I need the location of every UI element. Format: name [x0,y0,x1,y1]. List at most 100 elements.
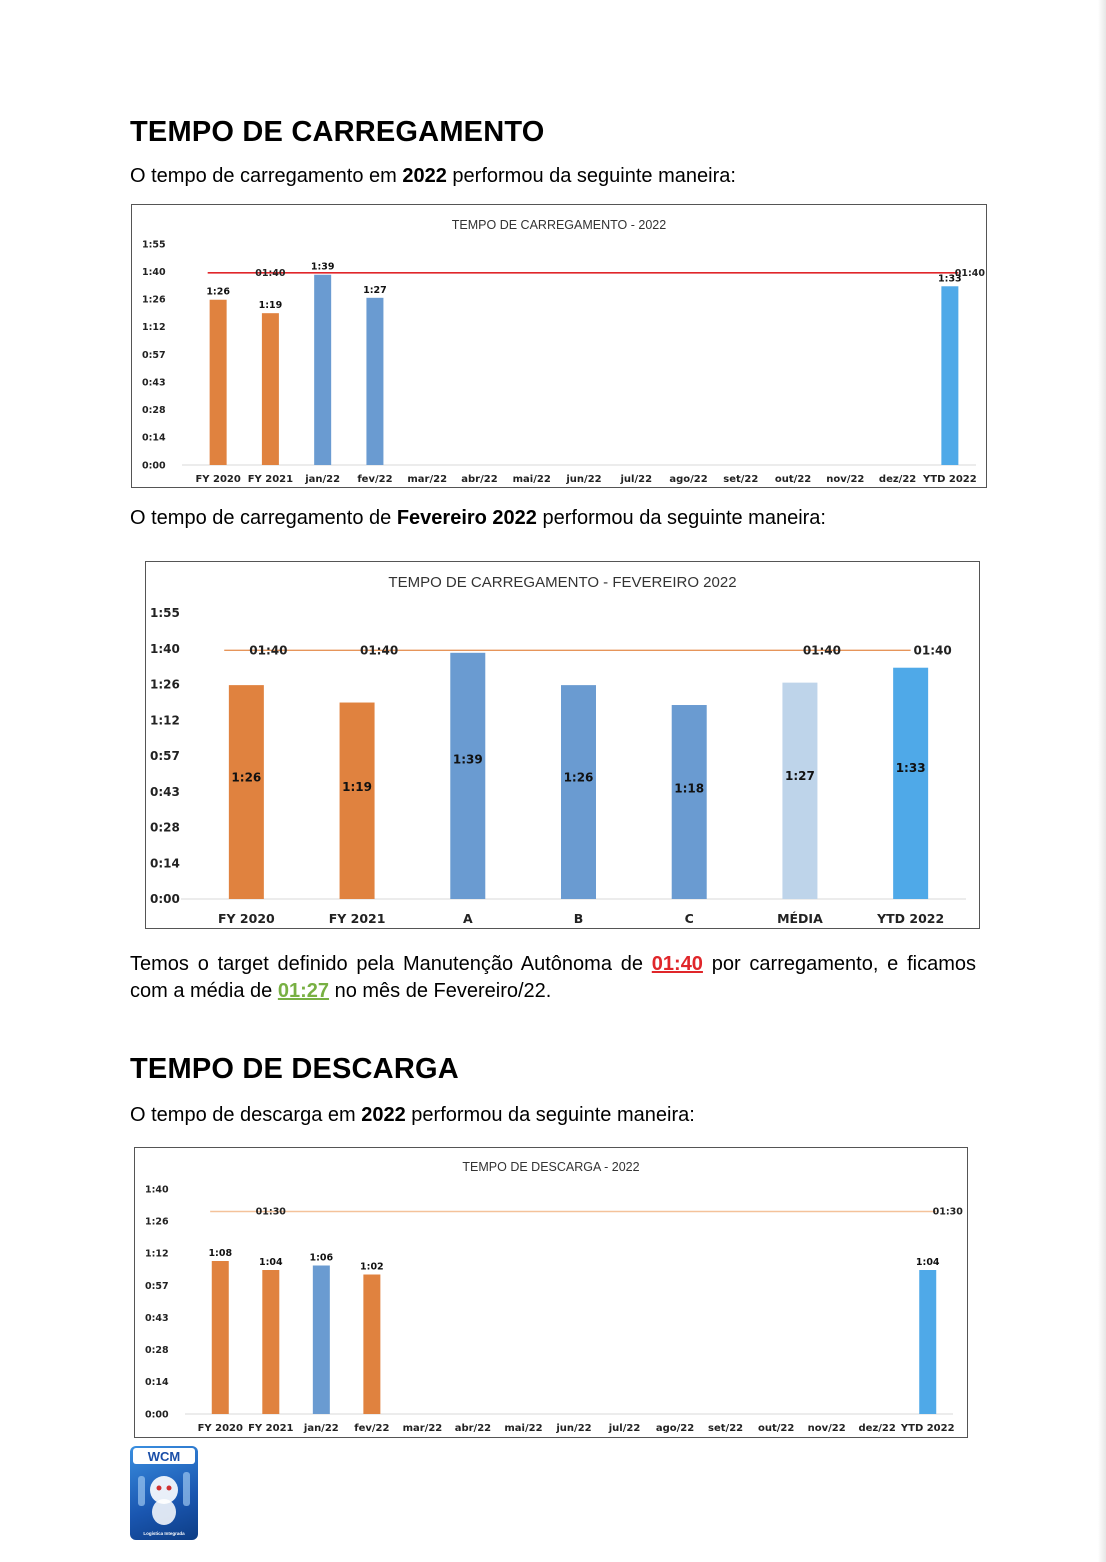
category-label: FY 2021 [248,1423,293,1434]
category-label: jul/22 [619,474,652,485]
bar-14 [919,1270,937,1414]
y-tick-label: 1:55 [142,239,166,250]
chart-title: TEMPO DE DESCARGA - 2022 [462,1160,639,1174]
y-tick-label: 1:26 [142,295,166,306]
y-tick-label: 1:55 [150,606,180,620]
target-label: 01:40 [914,643,952,657]
chart-svg: TEMPO DE DESCARGA - 2022 0:00 0:14 0:28 0:43… [145,1160,964,1434]
bar-2 [314,274,332,465]
category-label: YTD 2022 [876,911,944,926]
unloading-2022-intro: O tempo de descarga em 2022 performou da… [130,1104,695,1126]
category-label: jun/22 [555,1423,591,1434]
bar-2 [312,1265,330,1414]
bar-value-label: 1:04 [259,1257,283,1268]
y-tick-label: 0:28 [142,405,166,416]
category-label: set/22 [708,1423,743,1434]
category-label: dez/22 [859,1423,896,1434]
bar-value-label: 1:18 [674,781,704,795]
y-tick-label: 1:40 [150,642,180,656]
category-label: FY 2021 [329,911,386,926]
loading-2022-chart: TEMPO DE CARREGAMENTO - 2022 0:00 0:14 0:28… [131,204,987,488]
category-label: FY 2021 [248,474,293,485]
page-edge [1098,0,1106,1562]
category-label: mar/22 [407,474,447,485]
category-label: out/22 [775,474,811,485]
category-label: mar/22 [403,1423,443,1434]
loading-february-intro: O tempo de carregamento de Fevereiro 202… [130,507,826,529]
category-label: FY 2020 [195,474,240,485]
loading-2022-intro: O tempo de carregamento em 2022 performo… [130,165,736,187]
category-label: jan/22 [303,1423,339,1434]
category-label: mai/22 [513,474,551,485]
bar-value-label: 1:39 [453,753,483,767]
y-tick-label: 1:40 [145,1184,169,1195]
category-label: abr/22 [455,1423,491,1434]
target-label: 01:40 [955,268,986,279]
y-tick-label: 1:26 [150,678,180,692]
bar-value-label: 1:19 [259,300,283,311]
category-label: B [574,911,584,926]
y-tick-label: 1:26 [145,1216,169,1227]
bar-3 [363,1274,381,1414]
chart-title: TEMPO DE CARREGAMENTO - FEVEREIRO 2022 [388,574,736,591]
section-heading-unloading: TEMPO DE DESCARGA [130,1053,459,1085]
y-tick-label: 0:43 [150,785,180,799]
category-label: FY 2020 [198,1423,243,1434]
bar-value-label: 1:04 [916,1257,940,1268]
category-label: dez/22 [879,474,916,485]
bar-value-label: 1:27 [785,769,815,783]
category-label: jul/22 [608,1423,641,1434]
bar-2 [450,652,486,899]
bar-value-label: 1:26 [206,287,230,298]
wcm-logo: WCM Logística Integrada [130,1446,198,1540]
category-label: abr/22 [461,474,497,485]
bar-value-label: 1:26 [231,770,261,784]
y-tick-label: 0:14 [145,1377,169,1388]
chart-svg: TEMPO DE CARREGAMENTO - FEVEREIRO 2022 0:… [150,574,966,926]
chart-title: TEMPO DE CARREGAMENTO - 2022 [452,218,666,232]
target-label: 01:40 [803,643,841,657]
bar-3 [366,297,384,465]
target-label: 01:40 [360,643,398,657]
loading-february-chart: TEMPO DE CARREGAMENTO - FEVEREIRO 2022 0:… [145,561,980,929]
bar-0 [228,685,264,899]
category-label: fev/22 [354,1423,389,1434]
category-label: C [685,911,694,926]
bar-0 [211,1261,229,1414]
summary-paragraph: Temos o target definido pela Manutenção … [130,953,976,1002]
bar-6 [893,667,929,899]
category-label: YTD 2022 [922,474,977,485]
y-tick-label: 1:12 [142,322,166,333]
category-label: nov/22 [808,1423,846,1434]
y-tick-label: 0:57 [145,1281,169,1292]
target-label: 01:40 [255,268,286,279]
bar-0 [209,299,227,465]
y-tick-label: 0:57 [150,749,180,763]
bar-1 [262,1270,280,1414]
bar-value-label: 1:08 [208,1248,232,1259]
category-label: ago/22 [669,474,707,485]
bar-value-label: 1:26 [564,770,594,784]
bar-value-label: 1:27 [363,285,387,296]
y-tick-label: 1:12 [145,1249,169,1260]
category-label: YTD 2022 [900,1423,955,1434]
target-value: 01:40 [651,953,703,975]
y-tick-label: 0:43 [145,1313,169,1324]
y-tick-label: 0:00 [142,460,166,471]
bar-value-label: 1:02 [360,1262,384,1273]
category-label: A [463,911,473,926]
y-tick-label: 0:43 [142,377,166,388]
bar-1 [261,313,279,465]
bar-3 [561,685,596,899]
bar-value-label: 1:06 [310,1253,334,1264]
category-label: mai/22 [504,1423,542,1434]
target-label: 01:30 [933,1207,964,1218]
category-label: ago/22 [656,1423,694,1434]
target-label: 01:40 [249,643,287,657]
y-tick-label: 0:00 [145,1409,169,1420]
y-tick-label: 1:12 [150,713,180,727]
bar-14 [941,286,959,465]
bar-value-label: 1:39 [311,262,335,273]
bar-5 [782,682,818,899]
y-tick-label: 0:00 [150,892,180,906]
